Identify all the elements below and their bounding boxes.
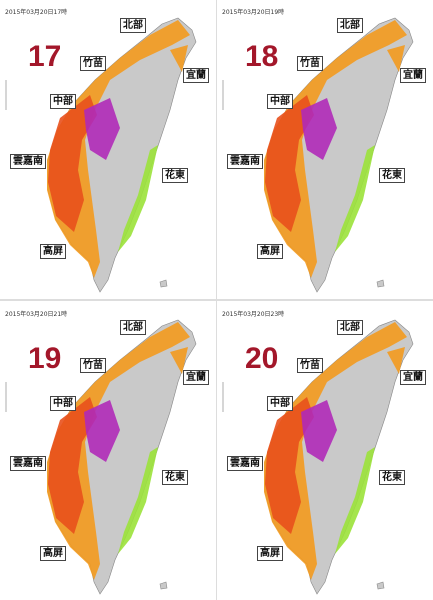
region-label: 雲嘉南 [10, 154, 46, 169]
region-label: 花東 [162, 470, 188, 485]
region-label: 高屏 [257, 244, 283, 259]
region-label: 雲嘉南 [227, 154, 263, 169]
region-label: 北部 [120, 320, 146, 335]
timestamp: 2015年03月20日23時 [222, 311, 285, 318]
pollution-green [335, 447, 375, 554]
hour-number: 19 [28, 342, 62, 375]
region-label: 竹苗 [80, 358, 106, 373]
pollution-green [118, 145, 158, 252]
pollution-magenta [301, 98, 337, 160]
pollution-orange-ne [387, 347, 405, 374]
region-label: 高屏 [40, 546, 66, 561]
pollution-orange-ne [170, 45, 188, 72]
pollution-magenta [301, 400, 337, 462]
pollution-magenta [84, 98, 120, 160]
timestamp: 2015年03月20日19時 [222, 9, 285, 16]
region-label: 花東 [162, 168, 188, 183]
timestamp: 2015年03月20日21時 [5, 311, 68, 318]
taiwan-map [5, 319, 197, 595]
region-label: 北部 [337, 18, 363, 33]
hour-number: 17 [28, 40, 62, 73]
pollution-orange [264, 20, 407, 278]
map-panel: 2015年03月20日23時 20 北部竹苗宜蘭中部雲嘉南花東高屏 [217, 302, 433, 600]
region-label: 竹苗 [80, 56, 106, 71]
pollution-orange [47, 20, 190, 278]
taiwan-map [5, 17, 197, 293]
pollution-orange-ne [170, 347, 188, 374]
region-label: 宜蘭 [183, 370, 209, 385]
taiwan-map [222, 17, 414, 293]
region-label: 中部 [267, 396, 293, 411]
region-label: 花東 [379, 470, 405, 485]
hour-number: 20 [245, 342, 279, 375]
region-label: 雲嘉南 [227, 456, 263, 471]
taiwan-map [222, 319, 414, 595]
region-label: 高屏 [257, 546, 283, 561]
region-label: 北部 [120, 18, 146, 33]
pollution-red [265, 95, 314, 232]
pollution-orange [47, 322, 190, 580]
map-panel: 2015年03月20日17時 17 北部竹苗宜蘭中部雲嘉南花東高屏 [0, 0, 216, 298]
island [376, 581, 385, 590]
pollution-green [118, 447, 158, 554]
pollution-magenta [84, 400, 120, 462]
map-panel: 2015年03月20日21時 19 北部竹苗宜蘭中部雲嘉南花東高屏 [0, 302, 216, 600]
divider [216, 0, 217, 600]
pollution-orange-ne [387, 45, 405, 72]
pollution-orange [264, 322, 407, 580]
hour-number: 18 [245, 40, 279, 73]
region-label: 中部 [267, 94, 293, 109]
region-label: 竹苗 [297, 56, 323, 71]
timestamp: 2015年03月20日17時 [5, 9, 68, 16]
region-label: 中部 [50, 94, 76, 109]
island [376, 279, 385, 288]
island [159, 581, 168, 590]
map-panel: 2015年03月20日19時 18 北部竹苗宜蘭中部雲嘉南花東高屏 [217, 0, 433, 298]
region-label: 雲嘉南 [10, 456, 46, 471]
region-label: 竹苗 [297, 358, 323, 373]
region-label: 宜蘭 [400, 68, 426, 83]
pollution-red [48, 95, 97, 232]
pollution-green [335, 145, 375, 252]
region-label: 北部 [337, 320, 363, 335]
pollution-red [265, 397, 314, 534]
region-label: 花東 [379, 168, 405, 183]
island [159, 279, 168, 288]
region-label: 宜蘭 [400, 370, 426, 385]
region-label: 中部 [50, 396, 76, 411]
region-label: 宜蘭 [183, 68, 209, 83]
pollution-red [48, 397, 97, 534]
region-label: 高屏 [40, 244, 66, 259]
